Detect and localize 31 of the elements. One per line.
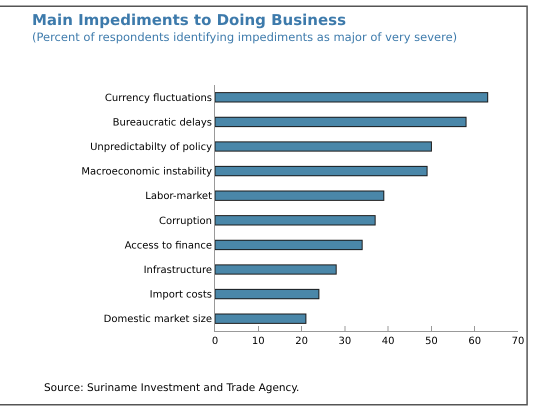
- y-tick-label: Domestic market size: [104, 314, 212, 326]
- bar: [215, 314, 306, 324]
- x-tick-label: 70: [512, 336, 524, 347]
- bar: [215, 166, 428, 176]
- chart-subtitle: (Percent of respondents identifying impediments as major of very severe): [32, 30, 458, 44]
- y-tick-label: Import costs: [150, 290, 212, 301]
- x-tick-label: 60: [468, 336, 482, 347]
- source-note: Source: Suriname Investment and Trade Agency.: [44, 382, 300, 394]
- chart-title: Main Impediments to Doing Business: [32, 11, 346, 29]
- bar: [215, 264, 337, 275]
- x-tick-label: 0: [212, 336, 218, 347]
- bar: [215, 240, 363, 250]
- bar: [215, 190, 384, 201]
- x-tick-label: 20: [295, 336, 308, 347]
- y-tick-label: Macroeconomic instability: [81, 166, 212, 178]
- x-tick-label: 10: [252, 336, 265, 347]
- bar: [215, 92, 488, 102]
- y-tick-label: Unpredictabilty of policy: [90, 142, 212, 153]
- y-tick-label: Labor-market: [145, 191, 212, 202]
- x-tick-label: 50: [425, 336, 438, 347]
- bar: [215, 116, 467, 128]
- y-tick-label: Currency fluctuations: [104, 92, 212, 104]
- y-tick-label: Access to finance: [124, 240, 212, 252]
- bar: [215, 288, 320, 300]
- y-tick-label: Bureaucratic delays: [112, 117, 212, 128]
- x-tick-label: 40: [382, 336, 395, 347]
- y-tick-label: Infrastructure: [144, 265, 212, 276]
- bar: [215, 141, 432, 152]
- y-tick-label: Corruption: [159, 216, 212, 227]
- bar: [215, 215, 376, 226]
- x-tick-label: 30: [338, 336, 352, 347]
